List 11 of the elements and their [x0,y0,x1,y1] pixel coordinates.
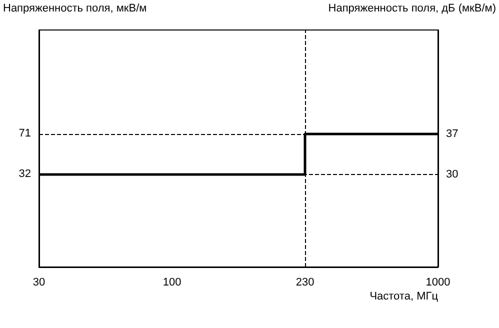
y2-axis-title: Напряженность поля, дБ (мкВ/м) [328,2,496,14]
y2-tick-label: 37 [446,128,458,140]
y-axis-title: Напряженность поля, мкВ/м [3,2,147,14]
y2-tick-label: 30 [446,168,458,181]
y-tick-label: 32 [18,168,31,180]
x-tick-label: 100 [162,276,182,288]
x-axis-title: Частота, МГц [370,290,439,302]
x-tick-label: 1000 [426,276,450,288]
x-tick-label: 30 [32,276,46,288]
y-tick-label: 71 [18,128,31,140]
x-tick-label: 230 [296,276,314,288]
